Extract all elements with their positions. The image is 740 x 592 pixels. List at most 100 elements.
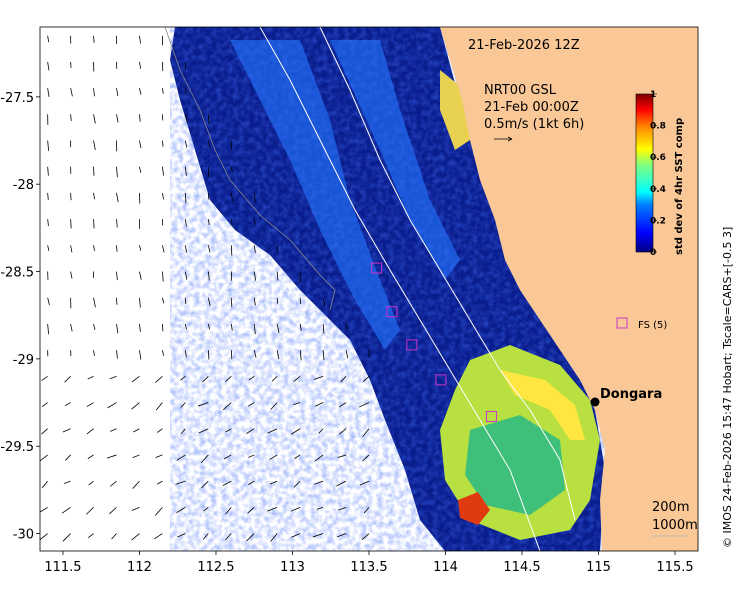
current-vector (155, 507, 163, 516)
current-vector (340, 376, 347, 383)
current-vector (203, 507, 209, 512)
current-vector (116, 192, 119, 203)
current-vector (225, 428, 232, 433)
current-vector (318, 428, 324, 434)
current-vector (93, 114, 96, 124)
current-vector (246, 428, 255, 434)
current-vector (47, 140, 50, 151)
current-vector (139, 114, 141, 122)
y-tick-label: -28.5 (0, 266, 34, 281)
current-vector (223, 454, 232, 460)
current-vector (276, 323, 280, 334)
fs-legend-label: FS (5) (638, 320, 667, 331)
current-vector (116, 323, 119, 334)
current-vector (116, 219, 118, 228)
current-vector (338, 506, 347, 511)
current-vector (184, 192, 187, 204)
current-vector (293, 480, 301, 488)
x-tick-label: 115 (586, 560, 611, 575)
current-vector (93, 88, 95, 97)
current-vector (40, 533, 48, 541)
current-vector (162, 245, 165, 253)
current-vector (116, 271, 118, 281)
current-vector (276, 350, 280, 360)
current-vector (175, 480, 186, 485)
current-vector (253, 323, 256, 335)
current-vector (207, 350, 210, 360)
current-vector (207, 245, 211, 253)
y-tick-label: -29.5 (0, 440, 34, 455)
current-vector (184, 323, 187, 330)
current-vector (290, 506, 301, 512)
current-vector (116, 245, 118, 252)
current-vector (109, 507, 117, 515)
current-vector (139, 323, 141, 332)
x-tick-label: 114 (433, 560, 458, 575)
current-vector (363, 376, 370, 382)
current-vector (106, 454, 117, 459)
current-vector (358, 402, 370, 408)
current-vector (107, 402, 117, 409)
current-vectors (40, 35, 370, 542)
current-vector (116, 88, 119, 97)
current-vector (253, 271, 257, 281)
current-vector (184, 219, 187, 227)
current-vector (359, 480, 370, 486)
contour-legend-200m: 200m (652, 500, 689, 515)
current-vector (93, 245, 95, 251)
current-vector (253, 297, 256, 306)
current-vector (180, 402, 186, 408)
current-vector (47, 192, 49, 200)
current-vector (93, 323, 96, 331)
current-vector (155, 402, 163, 411)
current-vector (87, 454, 94, 459)
current-vector (116, 166, 118, 178)
current-vector (299, 323, 302, 331)
plot-area (40, 27, 698, 551)
fs-site-marker (435, 374, 447, 386)
current-vector (230, 323, 233, 331)
current-vector (47, 88, 50, 97)
current-vector (270, 533, 278, 542)
current-vector (139, 166, 142, 173)
land-mass (440, 27, 698, 551)
current-vector (132, 454, 140, 459)
current-vector (47, 323, 50, 335)
current-vector (162, 350, 165, 356)
current-vector (225, 376, 232, 382)
current-vector (230, 219, 233, 226)
map-title: 21-Feb-2026 12Z (468, 38, 580, 53)
current-vector (294, 454, 301, 459)
x-tick-label: 115.5 (656, 560, 693, 575)
current-vector (230, 192, 234, 202)
x-tick-label: 111.5 (44, 560, 81, 575)
y-tick-label: -28 (13, 178, 34, 193)
current-vector (230, 166, 233, 173)
colorbar-tick-label: 0.6 (650, 153, 666, 163)
current-vector (184, 140, 188, 148)
current-vector (177, 533, 186, 538)
current-vector (207, 297, 211, 307)
scale-arrow (494, 136, 513, 142)
current-vector (93, 297, 96, 308)
sst-green-core (465, 415, 565, 515)
colorbar-tick-label: 0.4 (650, 185, 666, 195)
current-vector (47, 297, 50, 306)
current-vector (162, 140, 164, 147)
current-vector (253, 219, 256, 225)
current-vector (246, 533, 255, 542)
current-vector (337, 533, 347, 538)
current-vector (47, 61, 50, 71)
colorbar-gradient (635, 93, 654, 253)
current-vector (47, 35, 50, 43)
currents-time: 21-Feb 00:00Z (484, 100, 579, 115)
current-vector (162, 297, 165, 304)
dongara-marker (590, 397, 600, 407)
current-vector (253, 350, 257, 358)
current-vector (207, 323, 210, 330)
sst-red-spot (458, 492, 490, 525)
current-vector (139, 140, 142, 148)
current-vector (207, 114, 210, 125)
current-vector (162, 271, 164, 282)
current-vector (131, 376, 140, 383)
